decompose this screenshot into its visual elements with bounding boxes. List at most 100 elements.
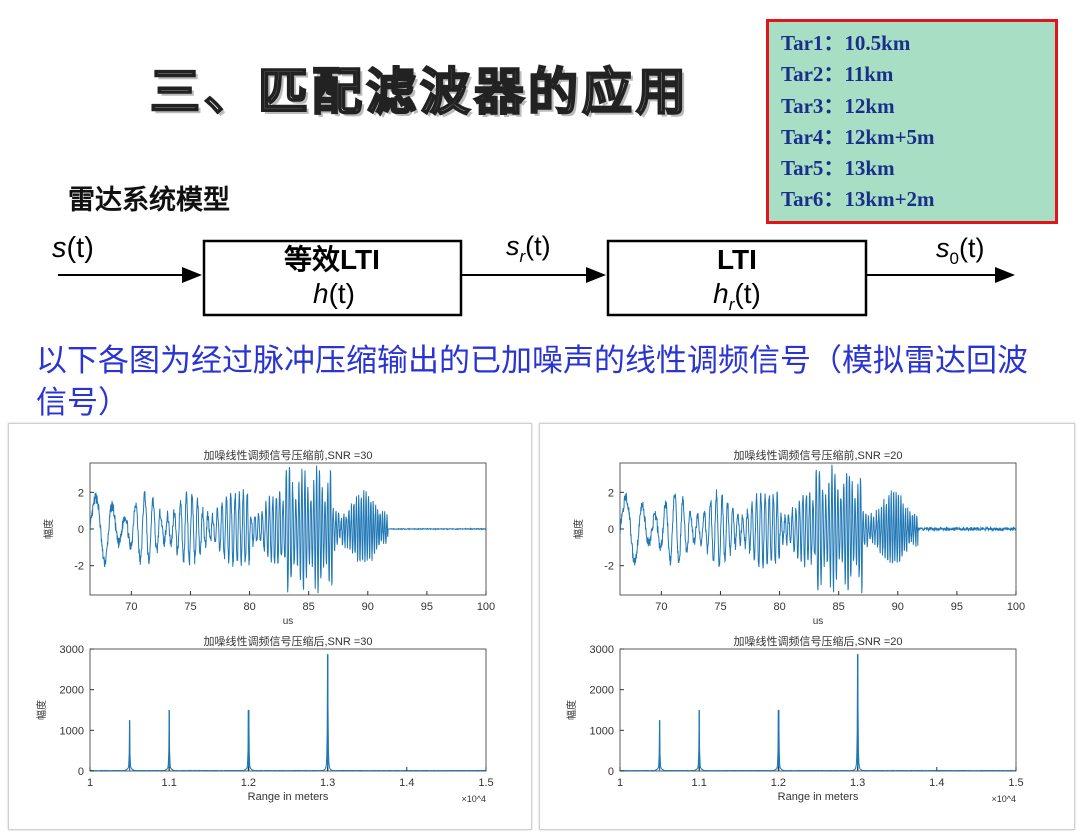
x-axis-label: Range in meters — [248, 791, 329, 803]
y-tick-label: -2 — [604, 561, 614, 573]
x-tick-label: 90 — [892, 601, 904, 613]
y-tick-label: 0 — [608, 766, 614, 778]
chart-title: 加噪线性调频信号压缩前,SNR =30 — [204, 448, 373, 462]
target-value: 10.5km — [844, 31, 911, 55]
block1-label: 等效LTI — [284, 243, 380, 275]
y-tick-label: 0 — [78, 766, 84, 778]
target-separator: ： — [823, 93, 845, 118]
output-signal-label: s0(t) — [936, 233, 984, 268]
block2-label: LTI — [717, 244, 757, 275]
x-tick-label: 1.2 — [241, 777, 256, 789]
x-axis-label: us — [813, 616, 824, 627]
target-label: Tar4 — [781, 124, 824, 149]
x-multiplier: ×10^4 — [462, 794, 487, 804]
x-tick-label: 70 — [655, 601, 667, 613]
lti-block — [606, 239, 868, 317]
x-tick-label: 100 — [1007, 601, 1025, 613]
target-label: Tar6 — [781, 187, 824, 212]
chart-title: 加噪线性调频信号压缩前,SNR =20 — [734, 448, 903, 462]
x-axis-label: Range in meters — [778, 791, 859, 803]
x-tick-label: 85 — [303, 601, 315, 613]
x-tick-label: 1 — [87, 777, 93, 789]
target-item: Tar6：13km+2m — [781, 184, 1055, 215]
plot-area — [619, 648, 1017, 772]
x-tick-label: 80 — [773, 601, 785, 613]
y-tick-label: 3000 — [590, 644, 614, 656]
x-tick-label: 95 — [421, 601, 433, 613]
charts-snr20: 70 75 80 85 90 95 100 -2 0 2 加噪线性调频信号压缩前,SNR =20 us… — [565, 448, 1025, 804]
block1-impulse-response: h(t) — [313, 278, 355, 309]
y-tick-label: -2 — [74, 561, 84, 573]
plot-area — [89, 648, 487, 772]
target-value: 13km — [844, 156, 895, 181]
target-item: Tar1：10.5km — [781, 28, 1055, 59]
x-tick-label: 1.3 — [320, 777, 335, 789]
y-axis-label: 幅度 — [42, 519, 55, 539]
target-item: Tar5：13km — [781, 153, 1055, 184]
y-tick-label: 0 — [608, 524, 614, 536]
block2-impulse-response: hr(t) — [713, 278, 761, 314]
x-tick-label: 80 — [243, 601, 255, 613]
y-tick-label: 2000 — [590, 685, 614, 697]
section-subtitle: 雷达系统模型 — [68, 185, 230, 216]
y-tick-label: 2000 — [60, 685, 84, 697]
target-label: Tar1 — [781, 31, 824, 55]
target-separator: ： — [823, 62, 845, 87]
y-axis-label: 幅度 — [572, 519, 585, 539]
x-tick-label: 1.4 — [399, 777, 414, 789]
input-signal-label: s(t) — [52, 232, 94, 264]
target-value: 12km+5m — [844, 124, 935, 149]
x-tick-label: 75 — [714, 601, 726, 613]
y-tick-label: 2 — [608, 487, 614, 499]
target-label: Tar3 — [781, 93, 824, 118]
target-value: 11km — [844, 62, 894, 87]
slide-title: 三、匹配滤波器的应用 — [149, 62, 690, 122]
block-diagram: s(t) 等效LTI h(t) sr(t) LTI hr(t) s0(t) — [52, 231, 1015, 317]
target-separator: ： — [823, 124, 845, 149]
x-tick-label: 1.1 — [692, 777, 707, 789]
chart-panel-snr20: 70 75 80 85 90 95 100 -2 0 2 加噪线性调频信号压缩前,SNR =20 us… — [539, 423, 1075, 830]
x-tick-label: 1.2 — [771, 777, 786, 789]
y-axis-label: 幅度 — [35, 700, 48, 720]
x-tick-label: 1.3 — [850, 777, 865, 789]
chart-panel-snr30: 70 75 80 85 90 95 100 -2 0 2 加噪线性调频信号压缩前,SNR =30 us… — [8, 423, 532, 830]
target-value: 13km+2m — [844, 187, 935, 212]
x-tick-label: 95 — [951, 601, 963, 613]
x-tick-label: 1 — [617, 777, 623, 789]
target-separator: ： — [823, 187, 845, 212]
mid-signal-label: sr(t) — [506, 231, 551, 266]
x-tick-label: 100 — [477, 601, 495, 613]
waveform-line — [619, 464, 1017, 594]
target-label: Tar2 — [781, 62, 824, 87]
x-tick-label: 70 — [125, 601, 137, 613]
target-label: Tar5 — [781, 156, 824, 181]
x-tick-label: 90 — [362, 601, 374, 613]
x-tick-label: 1.5 — [1008, 777, 1023, 789]
y-tick-label: 0 — [78, 524, 84, 536]
y-tick-label: 1000 — [60, 725, 84, 737]
charts-snr30: 70 75 80 85 90 95 100 -2 0 2 加噪线性调频信号压缩前,SNR =30 us… — [35, 448, 495, 804]
target-item: Tar3：12km — [781, 91, 1055, 122]
target-separator: ： — [823, 31, 845, 55]
description-text: 以下各图为经过脉冲压缩输出的已加噪声的线性调频信号（模拟雷达回波信号） — [36, 343, 1028, 421]
x-tick-label: 85 — [833, 601, 845, 613]
range-profile-line — [89, 654, 486, 772]
target-value: 12km — [844, 93, 895, 118]
range-profile-line — [619, 654, 1017, 772]
y-tick-label: 1000 — [590, 725, 614, 737]
chart-title: 加噪线性调频信号压缩后,SNR =30 — [204, 634, 373, 648]
equivalent-lti-block — [202, 239, 463, 317]
target-item: Tar2：11km — [781, 59, 1055, 90]
x-tick-label: 1.1 — [162, 777, 177, 789]
x-tick-label: 1.5 — [478, 777, 493, 789]
x-axis-label: us — [283, 616, 294, 627]
y-axis-label: 幅度 — [565, 700, 578, 720]
y-tick-label: 2 — [78, 487, 84, 499]
x-tick-label: 1.4 — [929, 777, 944, 789]
target-item: Tar4：12km+5m — [781, 122, 1055, 153]
x-multiplier: ×10^4 — [992, 794, 1017, 804]
x-tick-label: 75 — [184, 601, 196, 613]
chart-title: 加噪线性调频信号压缩后,SNR =20 — [734, 634, 903, 648]
target-separator: ： — [823, 156, 845, 181]
waveform-line — [89, 465, 487, 594]
